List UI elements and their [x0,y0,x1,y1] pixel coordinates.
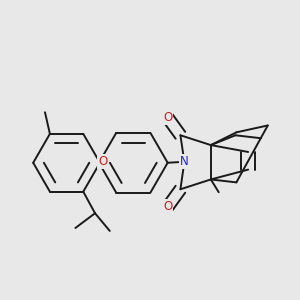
Text: N: N [180,155,189,168]
Text: O: O [163,200,172,213]
Text: O: O [98,155,107,168]
Text: O: O [163,111,172,124]
